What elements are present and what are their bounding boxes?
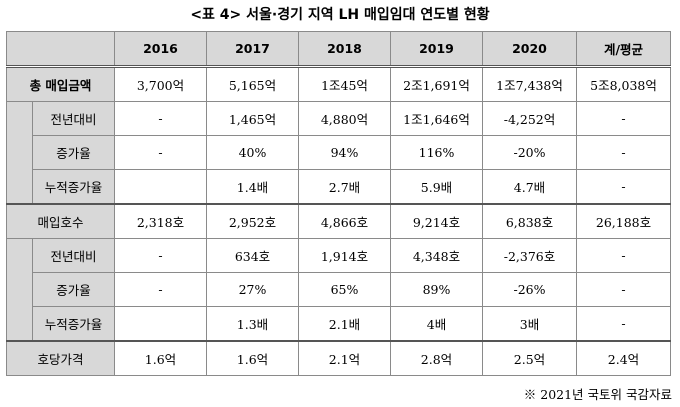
table-row: 매입호수 2,318호 2,952호 4,866호 9,214호 6,838호 … bbox=[6, 203, 671, 239]
table-cell: 2.1배 bbox=[298, 306, 391, 342]
table-cell: - bbox=[576, 272, 671, 307]
table-cell: 6,838호 bbox=[482, 203, 577, 239]
col-header: 2017 bbox=[206, 31, 299, 67]
col-header: 2018 bbox=[298, 31, 391, 67]
table-cell: 2.7배 bbox=[298, 169, 391, 205]
table-cell: - bbox=[576, 169, 671, 205]
source-note: ※ 2021년 국토위 국감자료 bbox=[523, 387, 672, 402]
table-cell: 1,914호 bbox=[298, 238, 391, 273]
table-cell: 5.9배 bbox=[390, 169, 483, 205]
table-cell: 2.5억 bbox=[482, 340, 577, 376]
table-cell: 4,880억 bbox=[298, 101, 391, 136]
table-cell: 26,188호 bbox=[576, 203, 671, 239]
col-header: 2016 bbox=[114, 31, 207, 67]
stats-table: 2016 2017 2018 2019 2020 계/평균 총 매입금액 3,7… bbox=[6, 31, 671, 376]
table-caption: <표 4> 서울·경기 지역 LH 매입임대 연도별 현황 bbox=[190, 7, 490, 23]
table-cell: - bbox=[114, 238, 207, 273]
header-corner bbox=[6, 31, 115, 67]
table-cell: - bbox=[114, 135, 207, 170]
table-cell bbox=[114, 306, 207, 342]
table-row: 증가율 - 27% 65% 89% -26% - bbox=[7, 272, 671, 307]
table-cell: 1.3배 bbox=[206, 306, 299, 342]
table-cell: -26% bbox=[482, 272, 577, 307]
row-label: 증가율 bbox=[32, 135, 115, 170]
table-row: 누적증가율 1.4배 2.7배 5.9배 4.7배 - bbox=[7, 169, 671, 205]
row-label: 전년대비 bbox=[32, 101, 115, 136]
row-label: 증가율 bbox=[32, 272, 115, 307]
table-cell: 27% bbox=[206, 272, 299, 307]
row-label: 호당가격 bbox=[6, 340, 115, 376]
table-cell: 2,952호 bbox=[206, 203, 299, 239]
table-cell: 3,700억 bbox=[114, 65, 207, 102]
table-cell: 1.6억 bbox=[206, 340, 299, 376]
table-cell: 2조1,691억 bbox=[390, 65, 483, 102]
table-cell: 2.4억 bbox=[576, 340, 671, 376]
table-cell: 4.7배 bbox=[482, 169, 577, 205]
table-cell: 5,165억 bbox=[206, 65, 299, 102]
table-cell: -4,252억 bbox=[482, 101, 577, 136]
table-cell: 1조7,438억 bbox=[482, 65, 577, 102]
table-cell: - bbox=[114, 272, 207, 307]
table-row: 전년대비 - 634호 1,914호 4,348호 -2,376호 - bbox=[6, 238, 671, 342]
table-cell bbox=[114, 169, 207, 205]
table-row: 증가율 - 40% 94% 116% -20% - bbox=[7, 135, 671, 170]
table-cell: 2.1억 bbox=[298, 340, 391, 376]
table-cell: 2.8억 bbox=[390, 340, 483, 376]
row-label: 총 매입금액 bbox=[6, 65, 115, 102]
col-header: 2019 bbox=[390, 31, 483, 67]
table-cell: 65% bbox=[298, 272, 391, 307]
table-cell: 1.6억 bbox=[114, 340, 207, 376]
indent-cell bbox=[6, 238, 33, 342]
table-cell: 3배 bbox=[482, 306, 577, 342]
table-cell: -20% bbox=[482, 135, 577, 170]
table-cell: 116% bbox=[390, 135, 483, 170]
col-header: 2020 bbox=[482, 31, 577, 67]
table-cell: - bbox=[576, 101, 671, 136]
table-cell: - bbox=[576, 135, 671, 170]
row-label: 전년대비 bbox=[32, 238, 115, 273]
table-cell: 4,866호 bbox=[298, 203, 391, 239]
table-cell: 1,465억 bbox=[206, 101, 299, 136]
table-cell: - bbox=[576, 306, 671, 342]
header-row: 2016 2017 2018 2019 2020 계/평균 bbox=[6, 31, 671, 67]
table-row: 전년대비 - 1,465억 4,880억 1조1,646억 -4,252억 - bbox=[6, 101, 671, 205]
indent-cell bbox=[6, 101, 33, 205]
table-cell: 1.4배 bbox=[206, 169, 299, 205]
table-row: 누적증가율 1.3배 2.1배 4배 3배 - bbox=[7, 306, 671, 342]
table-cell: - bbox=[576, 238, 671, 273]
table-cell: 1조45억 bbox=[298, 65, 391, 102]
table-cell: 634호 bbox=[206, 238, 299, 273]
table-cell: 1조1,646억 bbox=[390, 101, 483, 136]
col-header: 계/평균 bbox=[576, 31, 671, 67]
table-cell: 40% bbox=[206, 135, 299, 170]
table-cell: 9,214호 bbox=[390, 203, 483, 239]
table-cell: 94% bbox=[298, 135, 391, 170]
table-cell: -2,376호 bbox=[482, 238, 577, 273]
table-cell: 4,348호 bbox=[390, 238, 483, 273]
table-cell: 5조8,038억 bbox=[576, 65, 671, 102]
table-row: 총 매입금액 3,700억 5,165억 1조45억 2조1,691억 1조7,… bbox=[6, 65, 671, 102]
row-label: 누적증가율 bbox=[32, 306, 115, 342]
table-cell: 4배 bbox=[390, 306, 483, 342]
row-label: 매입호수 bbox=[6, 203, 115, 239]
table-row: 호당가격 1.6억 1.6억 2.1억 2.8억 2.5억 2.4억 bbox=[6, 340, 671, 376]
table-cell: - bbox=[114, 101, 207, 136]
table-cell: 89% bbox=[390, 272, 483, 307]
row-label: 누적증가율 bbox=[32, 169, 115, 205]
table-cell: 2,318호 bbox=[114, 203, 207, 239]
